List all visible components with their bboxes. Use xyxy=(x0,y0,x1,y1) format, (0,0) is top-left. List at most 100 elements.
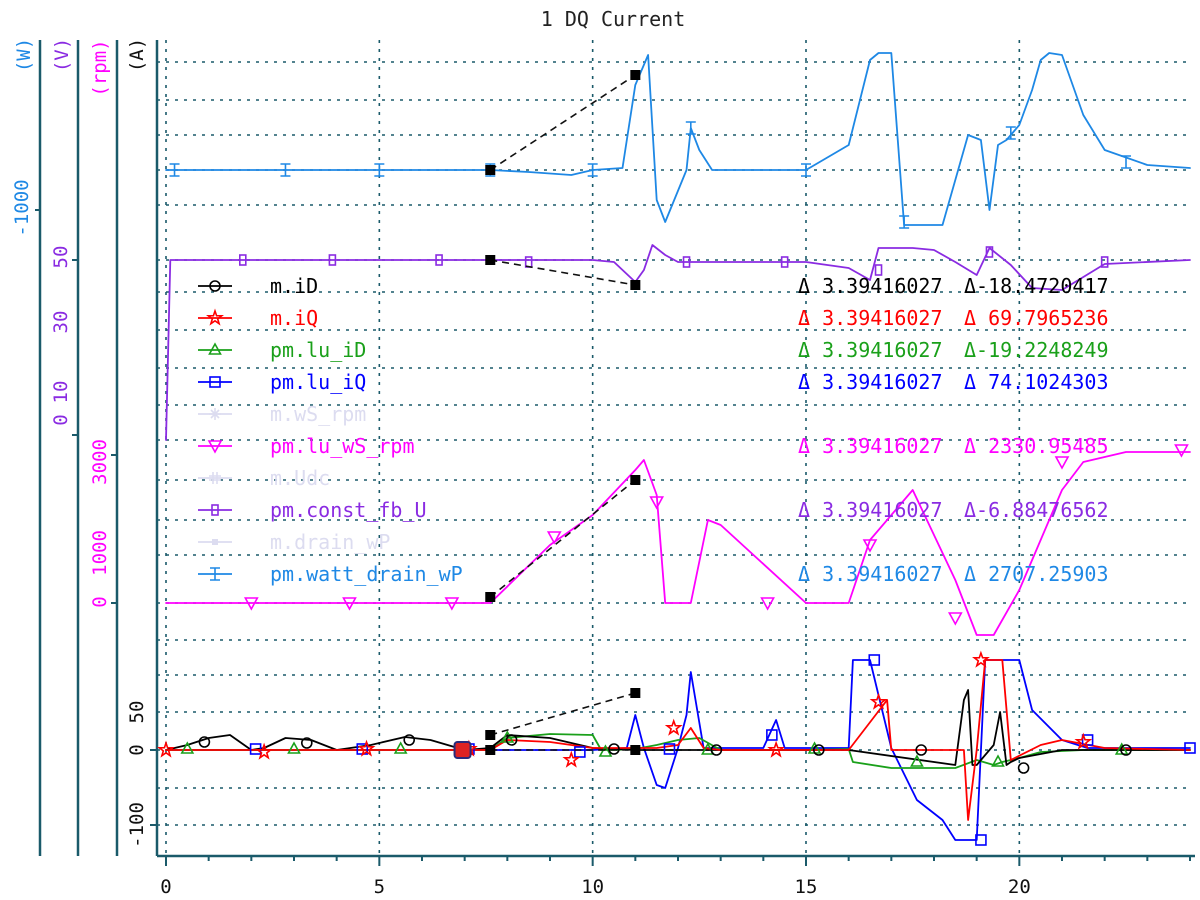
legend-delta-x: Δ 3.39416027 xyxy=(798,562,943,586)
series-line-pm.lu_wS_rpm xyxy=(165,451,1191,636)
series-marker-pm.watt_drain_wP xyxy=(899,215,910,229)
series-marker-m.iD xyxy=(300,737,313,749)
legend-marker xyxy=(212,539,218,545)
series-marker-pm.watt_drain_wP xyxy=(280,163,291,177)
series-marker-m.iD xyxy=(710,744,723,756)
cursor-delta-line xyxy=(490,692,636,736)
cursor-point xyxy=(485,730,496,740)
y-axis-volt: (V) 0 10 30 50 xyxy=(50,38,73,426)
series-marker-pm.lu_wS_rpm xyxy=(546,531,562,545)
series-marker-pm.watt_drain_wP xyxy=(587,163,598,177)
series-marker-m.iQ xyxy=(869,692,888,710)
cursor-point xyxy=(485,165,496,175)
series-marker-pm.lu_iD xyxy=(393,741,408,754)
legend-marker xyxy=(210,567,220,581)
series-marker-pm.watt_drain_wP xyxy=(1121,155,1131,169)
legend-delta-x: Δ 3.39416027 xyxy=(798,338,943,362)
y-axis-watt: (W) -1000 xyxy=(11,38,35,237)
legend-marker xyxy=(208,342,222,355)
series-marker-m.iQ xyxy=(255,742,274,760)
series-marker-pm.watt_drain_wP xyxy=(685,121,696,135)
series-marker-pm.const_fb_U xyxy=(780,256,789,268)
y-axis-amp: (A) -100 0 50 xyxy=(126,38,148,848)
legend-label: pm.lu_iD xyxy=(270,338,366,362)
legend-delta-x: Δ 3.39416027 xyxy=(798,498,943,522)
series-marker-pm.watt_drain_wP xyxy=(801,163,811,177)
legend-delta-x: Δ 3.39416027 xyxy=(798,370,943,394)
series-marker-pm.lu_iD xyxy=(287,741,301,754)
cursor-point xyxy=(630,280,641,290)
series-marker-pm.const_fb_U xyxy=(239,254,247,266)
series-marker-pm.lu_iD xyxy=(180,741,195,754)
legend-delta-y: Δ-19.2248249 xyxy=(964,338,1109,362)
series-marker-m.iD xyxy=(198,736,211,748)
series-marker-pm.lu_iQ xyxy=(574,746,586,758)
series-marker-m.iQ xyxy=(562,750,581,768)
y-axis-amp-tick-label: 50 xyxy=(126,701,148,724)
legend-delta-x: Δ 3.39416027 xyxy=(798,274,943,298)
series-marker-pm.lu_iQ xyxy=(1184,742,1196,754)
legend-delta-y: Δ 2330.95485 xyxy=(964,434,1109,458)
legend-delta-y: Δ-6.88476562 xyxy=(964,498,1109,522)
y-axis-rpm-tick-label: 3000 xyxy=(89,439,111,485)
series-marker-pm.lu_iD xyxy=(910,754,924,767)
y-axis-amp-tick-label: 0 xyxy=(126,744,148,755)
legend-marker xyxy=(209,408,221,420)
legend-marker xyxy=(207,440,223,454)
cursor-point xyxy=(630,475,641,485)
series-marker-pm.lu_wS_rpm xyxy=(947,612,963,626)
series-marker-pm.lu_wS_rpm xyxy=(444,597,460,611)
series-marker-m.iD xyxy=(608,743,620,755)
legend-label: pm.lu_iQ xyxy=(270,370,366,394)
marker-cluster xyxy=(453,741,472,759)
series-marker-m.iD xyxy=(505,734,518,746)
series-marker-pm.watt_drain_wP xyxy=(169,163,180,177)
cursor-point xyxy=(630,70,641,80)
legend-delta-y: Δ 74.1024303 xyxy=(964,370,1109,394)
x-axis-tick-label: 5 xyxy=(374,876,385,898)
series-line-m.iQ xyxy=(165,659,1191,821)
y-axis-watt-tick-label: -1000 xyxy=(11,179,33,236)
legend-label: pm.lu_wS_rpm xyxy=(270,434,415,458)
legend-label: pm.const_fb_U xyxy=(270,498,427,522)
cursor-delta-line xyxy=(489,479,636,598)
series-layer xyxy=(157,52,1196,846)
series-marker-pm.lu_iD xyxy=(701,742,715,755)
axis-lines xyxy=(35,40,1195,858)
series-marker-pm.lu_wS_rpm xyxy=(1054,456,1070,470)
legend-marker xyxy=(206,308,224,326)
series-marker-m.iQ xyxy=(664,718,683,736)
legend-label: m.iD xyxy=(270,274,318,298)
legend-delta-x: Δ 3.39416027 xyxy=(798,306,943,330)
y-axis-volt-tick-label: 10 xyxy=(50,381,72,404)
y-axis-amp-tick-label: -100 xyxy=(126,802,148,848)
legend-marker xyxy=(209,472,221,484)
series-marker-pm.const_fb_U xyxy=(985,246,994,258)
legend-label: m.drain_wP xyxy=(270,530,390,554)
y-axis-volt-tick-label: 0 xyxy=(50,414,72,425)
series-marker-pm.lu_iD xyxy=(1114,742,1129,755)
x-axis-tick-label: 20 xyxy=(1008,876,1031,898)
series-marker-pm.lu_iQ xyxy=(1081,734,1094,746)
legend-delta-y: Δ-18.4720417 xyxy=(964,274,1109,298)
series-marker-pm.lu_iD xyxy=(598,744,613,757)
series-marker-pm.watt_drain_wP xyxy=(1005,126,1016,140)
series-marker-pm.const_fb_U xyxy=(328,254,337,266)
legend-marker xyxy=(209,376,221,388)
series-marker-pm.lu_wS_rpm xyxy=(760,597,775,611)
series-marker-m.iQ xyxy=(972,650,990,668)
series-marker-m.iD xyxy=(1017,762,1030,774)
series-marker-pm.lu_iQ xyxy=(975,834,987,846)
x-axis-tick-label: 10 xyxy=(581,876,604,898)
y-axis-volt-tick-label: 30 xyxy=(50,311,72,334)
cursor-layer xyxy=(453,70,641,759)
x-axis-tick-label: 15 xyxy=(795,876,818,898)
series-marker-m.iQ xyxy=(357,739,376,757)
series-marker-pm.lu_wS_rpm xyxy=(649,496,665,510)
series-marker-m.iQ xyxy=(1074,732,1093,750)
x-axis: 0 5 10 15 20 xyxy=(160,856,1191,898)
series-line-m.iD xyxy=(165,689,1191,766)
series-marker-pm.watt_drain_wP xyxy=(374,163,385,177)
series-marker-m.iD xyxy=(1120,744,1132,756)
cursor-delta-line xyxy=(489,74,636,171)
